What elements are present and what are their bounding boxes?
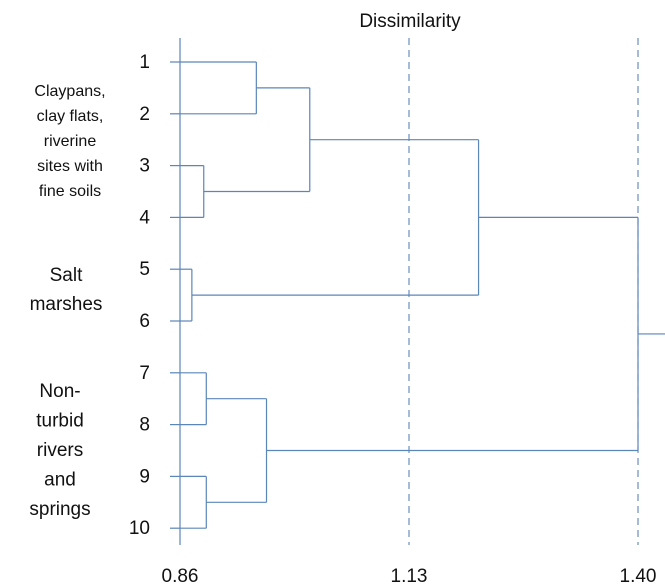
chart-title: Dissimilarity — [359, 11, 461, 32]
leaf-label-7: 7 — [139, 363, 150, 384]
leaf-label-9: 9 — [139, 466, 150, 487]
leaf-label-2: 2 — [139, 104, 150, 125]
group-1-line-1: marshes — [30, 294, 103, 315]
leaf-label-4: 4 — [139, 207, 150, 228]
dendrogram-branches — [170, 61, 665, 529]
reference-lines — [408, 38, 639, 545]
group-0-line-2: riverine — [44, 133, 97, 150]
tick-label-2: 1.40 — [620, 566, 657, 585]
group-0-line-1: clay flats, — [37, 108, 104, 125]
group-0-line-0: Claypans, — [34, 83, 105, 100]
leaf-label-3: 3 — [139, 156, 150, 177]
leaf-label-1: 1 — [139, 52, 150, 73]
group-2-line-0: Non- — [39, 381, 80, 402]
leaf-label-5: 5 — [139, 259, 150, 280]
group-2-line-2: rivers — [37, 440, 83, 461]
group-0-line-3: sites with — [37, 158, 103, 175]
tick-label-1: 1.13 — [391, 566, 428, 585]
leaf-labels: 1 2 3 4 5 6 7 8 9 10 — [129, 52, 151, 539]
leaf-label-6: 6 — [139, 311, 150, 332]
group-labels: Claypans, clay flats, riverine sites with fi… — [29, 83, 105, 520]
group-0-line-4: fine soils — [39, 183, 101, 200]
group-2-line-1: turbid — [36, 411, 84, 432]
leaf-label-10: 10 — [129, 518, 150, 539]
group-1-line-0: Salt — [50, 265, 83, 286]
tick-label-0: 0.86 — [162, 566, 199, 585]
leaf-label-8: 8 — [139, 415, 150, 436]
tick-labels: 0.86 1.13 1.40 — [162, 566, 657, 585]
group-2-line-4: springs — [29, 499, 90, 520]
group-2-line-3: and — [44, 470, 76, 491]
